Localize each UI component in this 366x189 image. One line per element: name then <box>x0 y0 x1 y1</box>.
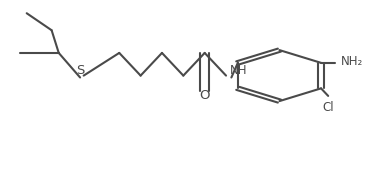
Text: Cl: Cl <box>322 101 334 114</box>
Text: O: O <box>199 89 210 102</box>
Text: S: S <box>76 64 84 77</box>
Text: NH₂: NH₂ <box>341 55 363 68</box>
Text: NH: NH <box>229 64 247 77</box>
